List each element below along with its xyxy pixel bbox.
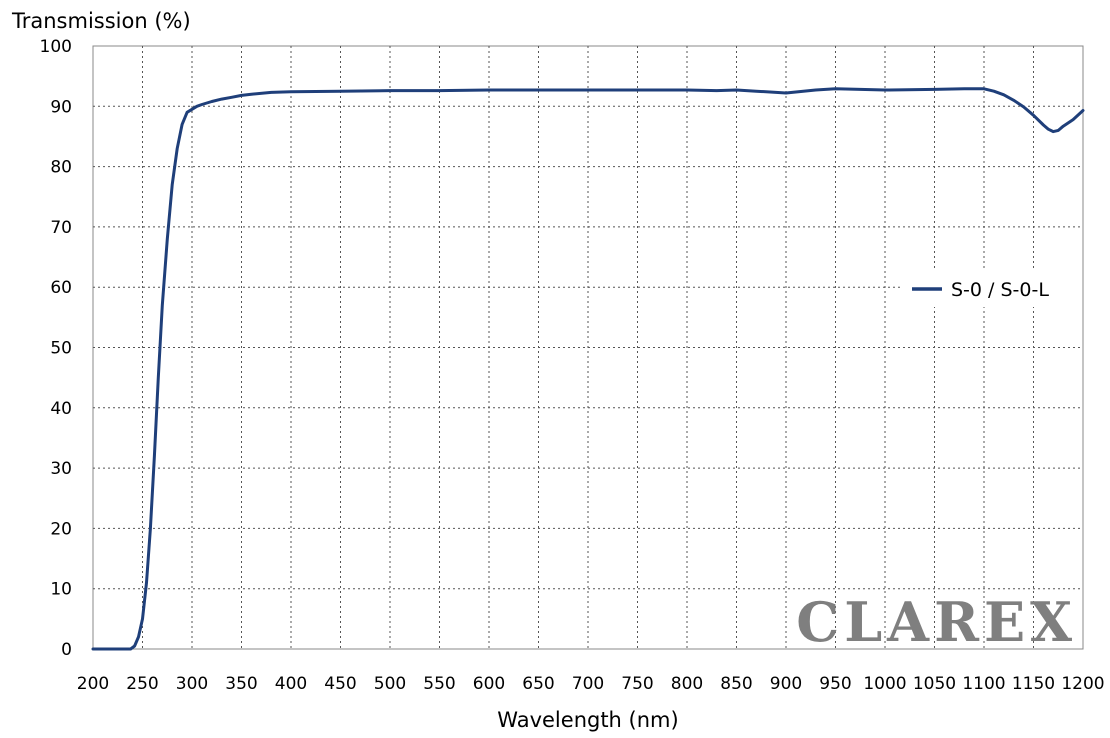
y-axis-title: Transmission (%) xyxy=(11,9,191,33)
x-tick-label-8: 600 xyxy=(473,674,505,694)
y-tick-label-5: 50 xyxy=(50,339,72,359)
x-tick-label-15: 950 xyxy=(819,674,851,694)
x-tick-label-12: 800 xyxy=(671,674,703,694)
x-tick-label-18: 1100 xyxy=(962,674,1005,694)
x-tick-label-7: 550 xyxy=(423,674,455,694)
x-tick-label-13: 850 xyxy=(720,674,752,694)
x-tick-label-9: 650 xyxy=(522,674,554,694)
series-group xyxy=(91,87,1085,651)
x-tick-label-11: 750 xyxy=(621,674,653,694)
x-axis-title: Wavelength (nm) xyxy=(497,708,678,732)
legend-label: S-0 / S-0-L xyxy=(951,279,1049,301)
y-tick-label-10: 100 xyxy=(40,37,72,57)
x-tick-label-14: 900 xyxy=(770,674,802,694)
y-tick-label-4: 40 xyxy=(50,399,72,419)
y-tick-label-1: 10 xyxy=(50,580,72,600)
y-tick-labels: 0 10 20 30 40 50 60 70 80 90 100 xyxy=(40,37,72,660)
y-tick-label-9: 90 xyxy=(50,97,72,117)
y-tick-label-7: 70 xyxy=(50,218,72,238)
series-line-0 xyxy=(91,87,1085,651)
x-tick-labels: 200 250 300 350 400 450 500 550 600 650 700 750 800 8… xyxy=(77,674,1105,694)
x-tick-label-17: 1050 xyxy=(913,674,956,694)
x-tick-label-6: 500 xyxy=(374,674,406,694)
x-tick-label-19: 1150 xyxy=(1012,674,1055,694)
x-tick-label-20: 1200 xyxy=(1061,674,1104,694)
x-tick-label-3: 350 xyxy=(225,674,257,694)
x-tick-label-4: 400 xyxy=(275,674,307,694)
x-tick-label-0: 200 xyxy=(77,674,109,694)
x-tick-label-5: 450 xyxy=(324,674,356,694)
x-tick-label-16: 1000 xyxy=(863,674,906,694)
legend: S-0 / S-0-L xyxy=(902,271,1080,307)
y-tick-label-8: 80 xyxy=(50,158,72,178)
clarex-watermark: CLAREX xyxy=(796,590,1077,654)
x-tick-label-10: 700 xyxy=(572,674,604,694)
x-tick-label-2: 300 xyxy=(176,674,208,694)
y-tick-label-3: 30 xyxy=(50,459,72,479)
y-tick-label-0: 0 xyxy=(61,640,72,660)
y-tick-label-6: 60 xyxy=(50,278,72,298)
y-tick-label-2: 20 xyxy=(50,519,72,539)
x-tick-label-1: 250 xyxy=(126,674,158,694)
